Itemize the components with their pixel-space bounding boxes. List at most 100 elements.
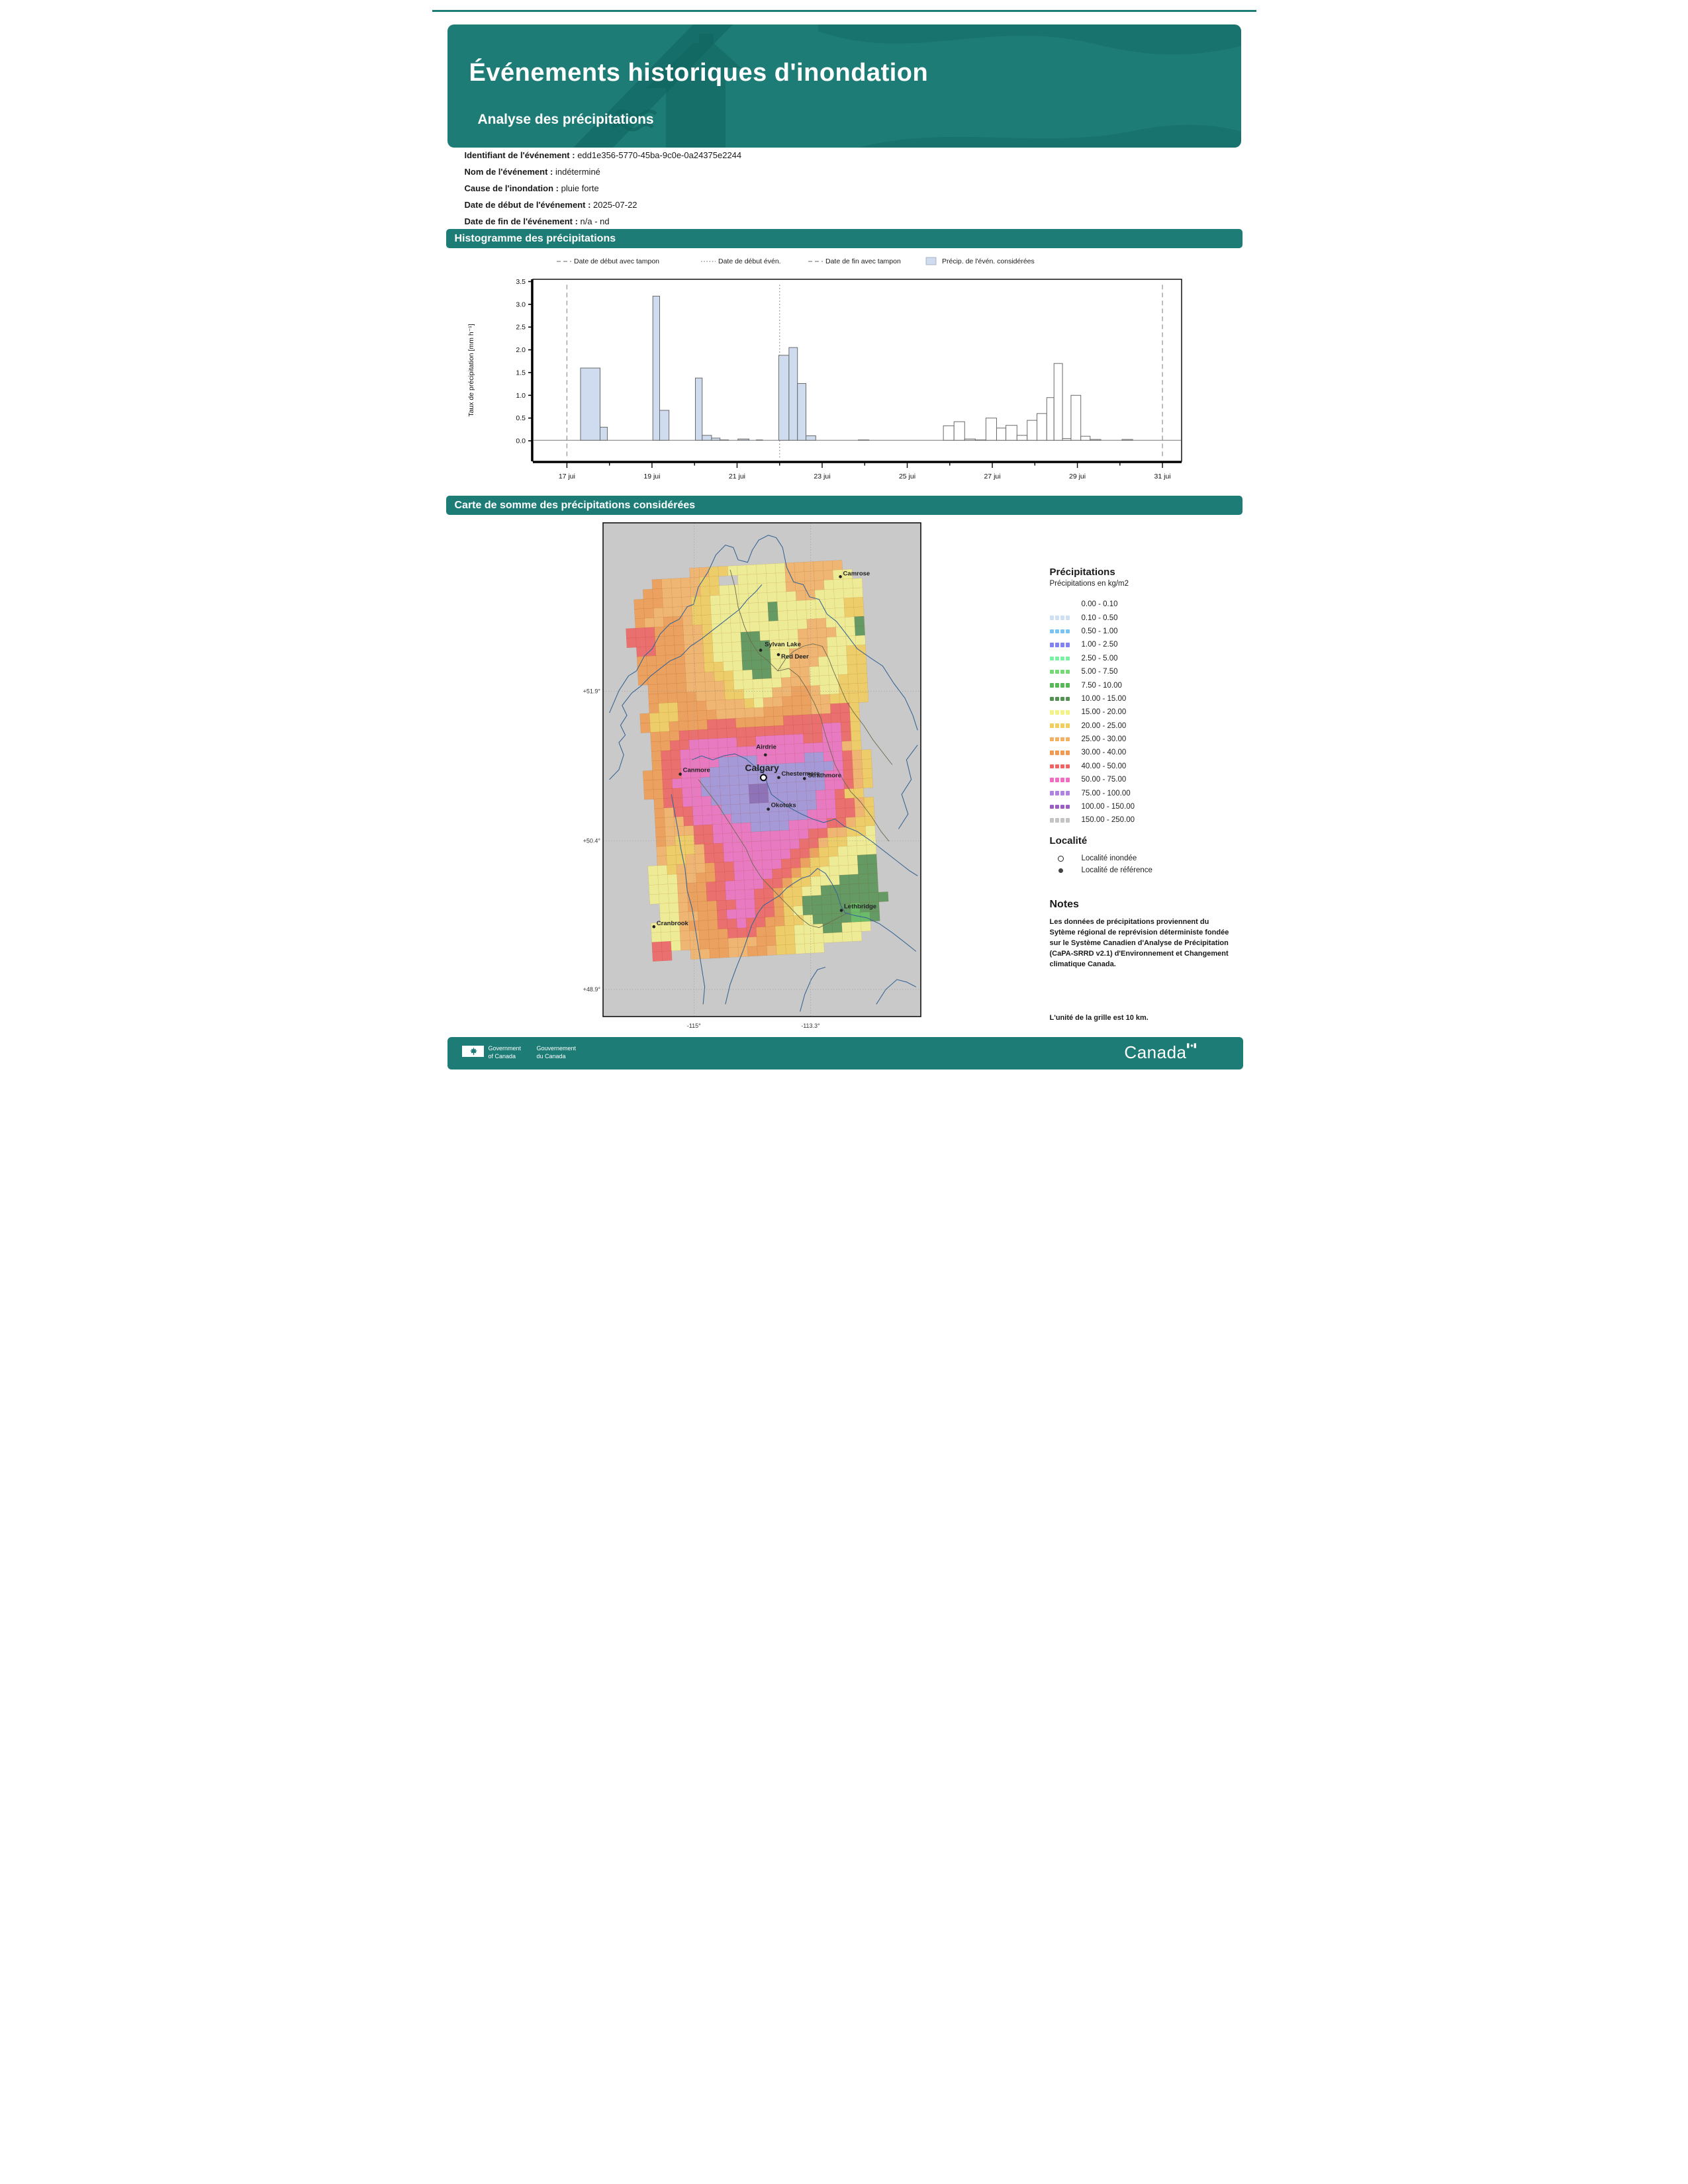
city-marker-canmore: Canmore xyxy=(678,767,710,776)
chart-legend-item: Date de début avec tampon xyxy=(556,257,659,265)
map-legend-subtitle: Précipitations en kg/m2 xyxy=(1049,580,1129,588)
svg-text:Précip. de l'évén. considérées: Précip. de l'évén. considérées xyxy=(942,257,1035,265)
legend-range-label: 150.00 - 250.00 xyxy=(1081,816,1135,825)
city-label: Canmore xyxy=(682,767,710,774)
legend-class-row: 5.00 - 7.50 xyxy=(1049,665,1242,678)
svg-text:1.0: 1.0 xyxy=(516,392,526,400)
reference-locality-icon xyxy=(1050,868,1072,873)
longitude-label: -115° xyxy=(686,1023,700,1029)
metadata-value: indéterminé xyxy=(553,167,600,177)
svg-text:1.5: 1.5 xyxy=(516,369,526,377)
svg-text:Date de début évén.: Date de début évén. xyxy=(718,257,781,265)
city-marker-lethbridge: Lethbridge xyxy=(839,903,876,912)
legend-swatch xyxy=(1049,778,1072,782)
legend-class-row: 25.00 - 30.00 xyxy=(1049,733,1242,746)
svg-text:2.0: 2.0 xyxy=(516,346,526,354)
legend-class-row: 0.50 - 1.00 xyxy=(1049,625,1242,638)
locality-legend-items: Localité inondée Localité de référence xyxy=(1050,852,1242,876)
metadata-label: Date de début de l'événement : xyxy=(464,200,591,210)
legend-class-row: 0.00 - 0.10 xyxy=(1049,598,1242,611)
city-label: Calgary xyxy=(745,762,779,773)
map-frame xyxy=(602,522,921,1017)
map-grid xyxy=(625,560,888,962)
river-line xyxy=(799,966,825,1012)
legend-range-label: 2.50 - 5.00 xyxy=(1081,654,1118,662)
legend-swatch xyxy=(1049,656,1072,660)
legend-range-label: 7.50 - 10.00 xyxy=(1081,681,1122,690)
page-title: Événements historiques d'inondation xyxy=(469,59,929,87)
river-line xyxy=(671,794,705,1005)
legend-swatch xyxy=(1049,669,1072,674)
city-label: Okotoks xyxy=(771,802,796,809)
city-label: Sylvan Lake xyxy=(765,641,801,648)
legend-class-row: 30.00 - 40.00 xyxy=(1049,746,1242,759)
legend-swatch xyxy=(1049,818,1072,823)
legend-class-row: 10.00 - 15.00 xyxy=(1049,692,1242,705)
svg-text:0.5: 0.5 xyxy=(516,414,526,422)
city-label: Airdrie xyxy=(756,744,776,751)
legend-range-label: 25.00 - 30.00 xyxy=(1081,735,1127,744)
legend-range-label: 5.00 - 7.50 xyxy=(1081,668,1118,676)
map-legend-title: Précipitations xyxy=(1049,567,1115,578)
page-subtitle: Analyse des précipitations xyxy=(477,112,654,127)
notes-title: Notes xyxy=(1049,899,1079,910)
legend-swatch xyxy=(1049,683,1072,688)
metadata-label: Date de fin de l'événement : xyxy=(464,216,578,226)
metadata-row: Cause de l'inondation : pluie forte xyxy=(465,180,1060,197)
metadata-label: Identifiant de l'événement : xyxy=(464,150,575,160)
map-legend-classes: 0.00 - 0.10 0.10 - 0.50 0.50 - 1.00 1.00 - … xyxy=(1049,598,1242,827)
river-line xyxy=(608,705,628,780)
svg-text:27 jui: 27 jui xyxy=(984,473,1000,480)
legend-swatch xyxy=(1049,723,1072,728)
city-marker-cranbrook: Cranbrook xyxy=(652,920,688,929)
legend-class-row: 15.00 - 20.00 xyxy=(1049,705,1242,719)
histogram-svg: Date de début avec tampon Date de début é… xyxy=(467,257,1182,480)
legend-range-label: 20.00 - 25.00 xyxy=(1081,721,1127,730)
city-marker-red-deer: Red Deer xyxy=(776,653,808,660)
latitude-label: +50.4° xyxy=(583,837,600,844)
legend-range-label: 10.00 - 15.00 xyxy=(1081,694,1127,703)
metadata-row: Identifiant de l'événement : edd1e356-57… xyxy=(465,147,1060,163)
city-label: Red Deer xyxy=(780,653,808,660)
svg-text:2.5: 2.5 xyxy=(516,324,526,332)
river-line xyxy=(608,535,769,713)
svg-text:3.0: 3.0 xyxy=(516,300,526,308)
locality-legend-row: Localité inondée xyxy=(1050,852,1242,864)
legend-range-label: 15.00 - 20.00 xyxy=(1081,708,1127,717)
legend-range-label: 100.00 - 150.00 xyxy=(1081,803,1135,811)
footer-gov-en: Government of Canada xyxy=(488,1045,522,1060)
longitude-label: -113.3° xyxy=(801,1023,820,1029)
city-label: Cranbrook xyxy=(656,920,688,927)
section-title-histogram: Histogramme des précipitations xyxy=(445,229,1243,248)
notes-paragraph-grid: L'unité de la grille est 10 km. xyxy=(1049,1014,1149,1022)
notes-paragraph-source: Les données de précipitations proviennen… xyxy=(1049,918,1229,968)
metadata-row: Date de fin de l'événement : n/a - nd xyxy=(465,213,1060,230)
footer-gov-fr: Gouvernement du Canada xyxy=(536,1045,577,1060)
chart-legend-item: Précip. de l'évén. considérées xyxy=(925,257,1035,265)
legend-class-row: 0.10 - 0.50 xyxy=(1049,611,1242,624)
locality-legend-title: Localité xyxy=(1049,835,1088,846)
chart-legend-item: Date de début évén. xyxy=(700,257,781,265)
river-line xyxy=(621,584,762,706)
svg-text:19 jui: 19 jui xyxy=(643,473,660,480)
river-line xyxy=(767,535,918,731)
legend-class-row: 150.00 - 250.00 xyxy=(1049,813,1242,827)
svg-text:21 jui: 21 jui xyxy=(728,473,745,480)
svg-text:23 jui: 23 jui xyxy=(814,473,830,480)
svg-text:Date de début avec tampon: Date de début avec tampon xyxy=(574,257,659,265)
legend-class-row: 75.00 - 100.00 xyxy=(1049,786,1242,799)
river-line xyxy=(691,753,917,876)
river-line xyxy=(724,883,794,1005)
footer: Government of Canada Gouvernement du Canad… xyxy=(447,1037,1243,1069)
svg-text:0.0: 0.0 xyxy=(516,437,526,445)
header-watermark-icon xyxy=(573,24,1241,148)
section-title-map: Carte de somme des précipitations consid… xyxy=(445,496,1243,515)
y-axis-label: Taux de précipitation [mm h⁻¹] xyxy=(467,324,475,416)
river-line xyxy=(793,868,916,952)
legend-class-row: 7.50 - 10.00 xyxy=(1049,678,1242,692)
basin-boundary-line xyxy=(777,643,892,765)
wordmark-flag-icon xyxy=(1186,1043,1196,1048)
legend-swatch xyxy=(1049,751,1072,755)
city-marker-calgary: Calgary xyxy=(745,762,779,782)
city-label: Chestermere xyxy=(781,770,820,778)
